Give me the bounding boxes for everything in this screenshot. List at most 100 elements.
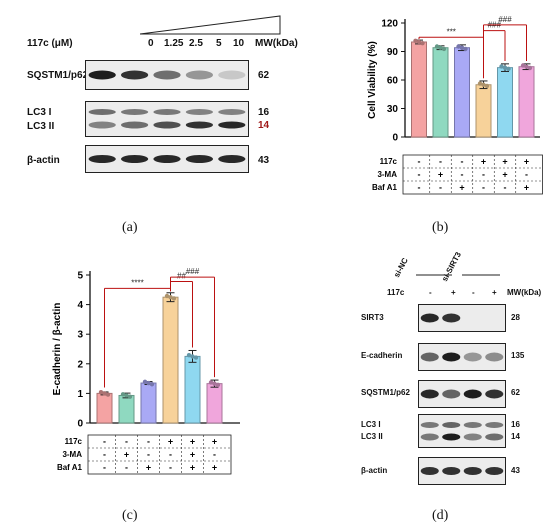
condition-sign: + xyxy=(212,437,217,447)
condition-sign: - xyxy=(147,437,150,447)
blot-label-lc3-i: LC3 I xyxy=(27,107,52,118)
dose-label: 1.25 xyxy=(164,38,184,49)
blot-band xyxy=(463,433,482,441)
blot-band xyxy=(420,389,439,399)
condition-sign: + xyxy=(212,463,217,473)
chart-cell-viability: Cell Viability (%)0306090120***######117… xyxy=(367,15,543,195)
blot-band xyxy=(218,155,246,163)
blot-lanes xyxy=(88,70,246,80)
data-point xyxy=(438,45,443,50)
data-point xyxy=(524,64,529,69)
group-brackets xyxy=(416,274,500,276)
treatment-label: 117c xyxy=(387,288,405,297)
blot-band xyxy=(218,109,246,115)
data-point xyxy=(416,39,422,45)
data-point xyxy=(477,81,483,86)
panel-caption-b: (b) xyxy=(432,220,449,235)
treatment-sign: + xyxy=(451,288,456,297)
blot-band xyxy=(485,433,504,441)
condition-sign: + xyxy=(502,170,507,180)
blot-band xyxy=(185,155,214,163)
condition-sign: + xyxy=(459,183,464,193)
blot-label-lc3-ii: LC3 II xyxy=(27,121,55,132)
blot-band xyxy=(485,352,504,362)
blot-band xyxy=(420,467,439,475)
bar xyxy=(162,296,179,424)
blot-band xyxy=(88,155,116,163)
blot-band xyxy=(88,121,116,129)
blot-label-e-cadherin: E-cadherin xyxy=(361,351,403,360)
condition-sign: + xyxy=(146,463,151,473)
mw-value: 43 xyxy=(511,466,520,475)
blot-lanes xyxy=(420,467,504,475)
mw-header: MW(kDa) xyxy=(507,288,542,297)
bar xyxy=(140,382,157,424)
blot-band xyxy=(420,313,439,323)
data-point xyxy=(208,380,214,385)
condition-name: 3-MA xyxy=(62,450,82,459)
y-tick-label: 120 xyxy=(381,19,398,30)
bar xyxy=(96,392,113,424)
data-point xyxy=(124,393,129,398)
dose-label: 2.5 xyxy=(189,38,203,49)
bar xyxy=(118,394,135,424)
data-point xyxy=(502,65,508,70)
blot-label-p62: SQSTM1/p62 xyxy=(361,388,410,397)
condition-name: 117c xyxy=(380,157,398,166)
condition-sign: - xyxy=(482,170,485,180)
blot-lanes xyxy=(88,155,246,163)
condition-sign: - xyxy=(461,157,464,167)
mw-value: 135 xyxy=(511,351,525,360)
blot-band xyxy=(420,352,439,362)
condition-sign: + xyxy=(124,450,129,460)
blot-band xyxy=(153,155,181,163)
data-point xyxy=(413,38,418,43)
bar xyxy=(411,41,427,138)
data-point xyxy=(212,381,217,386)
bar xyxy=(475,84,492,138)
dose-gradient-triangle xyxy=(140,15,281,35)
blot-band xyxy=(420,422,439,428)
panel-caption-d: (d) xyxy=(432,508,449,523)
blot-beta-actin xyxy=(85,145,249,173)
condition-sign: - xyxy=(125,437,128,447)
blot-band xyxy=(442,313,461,323)
condition-sign: - xyxy=(169,450,172,460)
data-point xyxy=(164,293,170,299)
blot-lanes xyxy=(420,313,461,323)
significance-label: **** xyxy=(131,278,143,287)
blot-band xyxy=(420,433,439,441)
condition-sign: - xyxy=(418,183,421,193)
blot-lc3 xyxy=(418,414,506,448)
treatment-sign: - xyxy=(429,288,432,297)
data-point xyxy=(171,296,177,301)
mw-value: 14 xyxy=(258,120,270,131)
mw-value: 16 xyxy=(511,420,520,429)
blot-band xyxy=(442,352,461,362)
data-point xyxy=(186,353,192,358)
significance-label: *** xyxy=(447,27,456,36)
blot-band xyxy=(218,70,246,80)
panel-caption-c: (c) xyxy=(122,508,138,523)
dose-label: 10 xyxy=(233,38,245,49)
condition-sign: + xyxy=(481,157,486,167)
mw-header: MW(kDa) xyxy=(255,38,298,49)
blot-band xyxy=(463,467,482,475)
treatment-sign: + xyxy=(492,288,497,297)
blot-band xyxy=(442,467,461,475)
condition-name: 3-MA xyxy=(377,170,397,179)
blot-band xyxy=(185,109,214,115)
blot-band xyxy=(185,70,214,80)
blot-band xyxy=(218,121,246,129)
y-tick-label: 0 xyxy=(392,133,398,144)
blot-band xyxy=(485,467,504,475)
data-point xyxy=(434,44,440,49)
y-axis-label: Cell Viability (%) xyxy=(367,41,378,119)
blot-band xyxy=(120,70,149,80)
condition-name: 117c xyxy=(65,437,83,446)
y-tick-label: 1 xyxy=(77,389,83,400)
mw-value: 62 xyxy=(511,388,520,397)
data-point xyxy=(98,390,104,395)
condition-sign: + xyxy=(190,450,195,460)
bar xyxy=(206,383,223,424)
